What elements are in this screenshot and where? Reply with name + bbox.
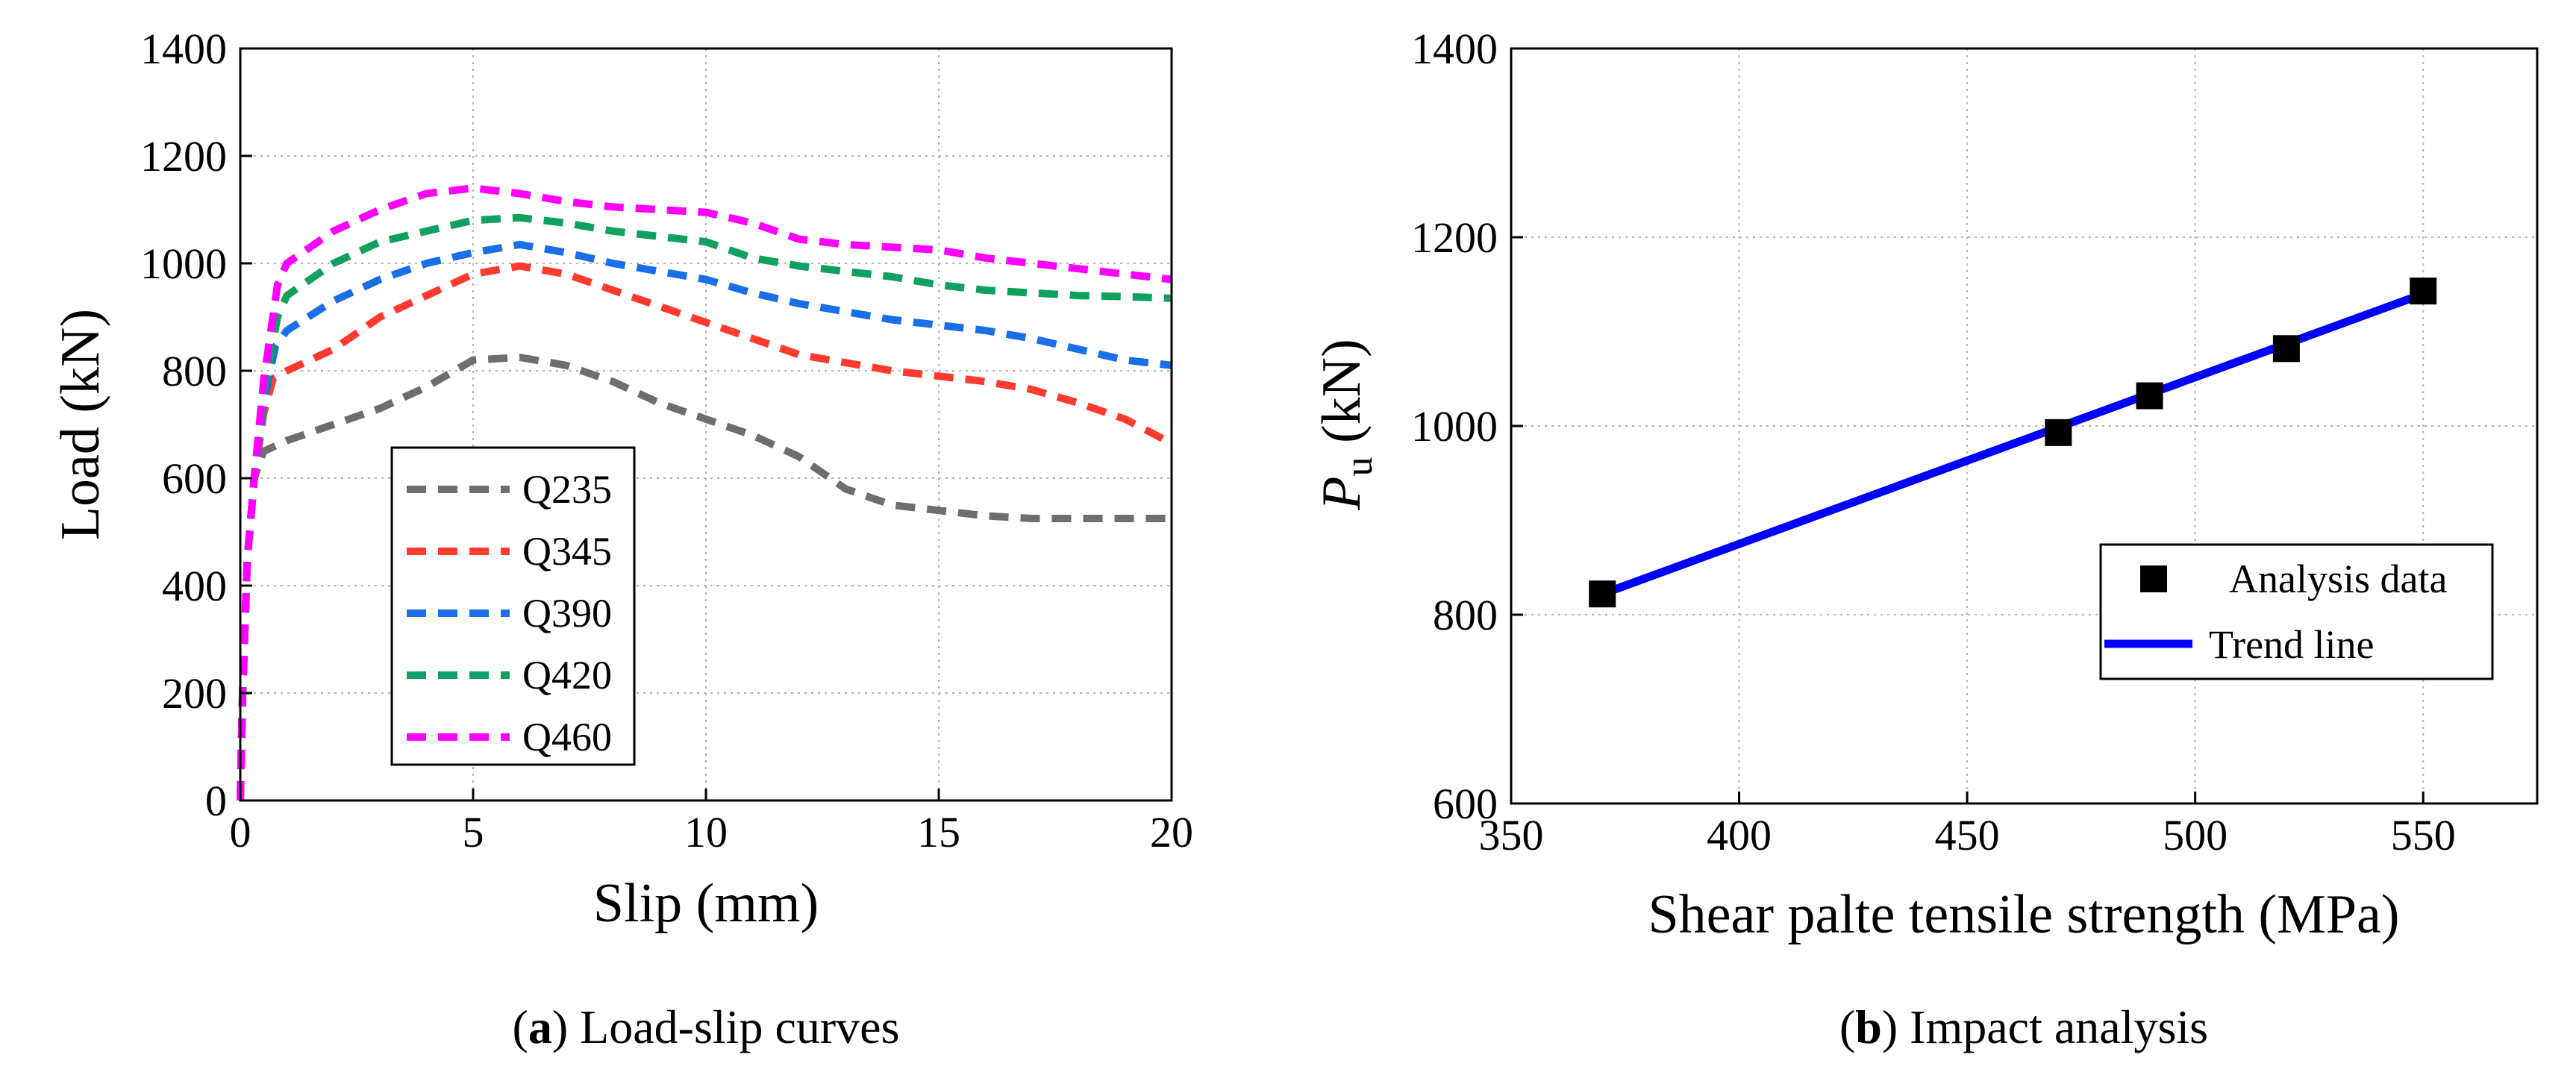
panel-a-grid: [240, 48, 1172, 800]
panel-b-impact: 350 400 450 500 550 600 800 1000 1200 1400 Shear …: [1311, 25, 2539, 1053]
data-point: [1589, 580, 1616, 608]
panel-b-ticks: 350 400 450 500 550 600 800 1000 1200 1400: [1411, 25, 2456, 859]
data-point: [2410, 278, 2437, 305]
panel-b-x-tick-label: 450: [1935, 811, 2000, 859]
panel-a-y-tick-label: 800: [162, 347, 227, 395]
panel-b-x-tick-label: 500: [2163, 811, 2228, 859]
panel-b-x-tick-label: 350: [1479, 811, 1544, 859]
series-line-q460: [237, 184, 1172, 801]
legend-label-analysis-data: Analysis data: [2229, 557, 2447, 601]
series-line-q390: [237, 240, 1172, 801]
panel-b-caption-label: b: [1855, 1000, 1882, 1053]
panel-a-x-tick-label: 5: [463, 808, 484, 856]
panel-a-x-axis-title: Slip (mm): [593, 873, 819, 934]
panel-a-x-tick-label: 0: [230, 808, 251, 856]
panel-a-x-tick-label: 20: [1150, 808, 1193, 856]
legend-label-q420: Q420: [522, 653, 612, 698]
panel-b-caption: (b) Impact analysis: [1839, 1000, 2208, 1053]
panel-a-caption-label: a: [528, 1000, 552, 1053]
panel-b-y-axis-title: Pu (kN): [1311, 339, 1381, 510]
panel-b-series: [1589, 278, 2437, 608]
legend-label-trend-line: Trend line: [2209, 622, 2375, 667]
panel-a-y-tick-label: 1400: [140, 25, 227, 73]
panel-a-y-tick-label: 200: [162, 669, 227, 718]
panel-b-grid: [1511, 48, 2537, 803]
panel-b-y-tick-label: 800: [1433, 591, 1498, 639]
legend-label-q460: Q460: [522, 715, 612, 759]
panel-a-y-axis-title: Load (kN): [50, 309, 111, 540]
panel-a-caption: (a) Load-slip curves: [513, 1000, 900, 1053]
panel-b-y-axis-subscript: u: [1338, 457, 1381, 477]
panel-b-y-tick-label: 1400: [1411, 25, 1498, 73]
panel-a-y-tick-label: 1000: [140, 239, 227, 288]
panel-a-x-tick-label: 10: [684, 808, 728, 856]
panel-b-y-tick-label: 1000: [1411, 402, 1498, 451]
panel-b-legend: Analysis data Trend line: [2099, 543, 2494, 680]
panel-a-y-tick-label: 600: [162, 454, 227, 503]
series-line-q235: [237, 354, 1172, 801]
legend-swatch-analysis-data: [2140, 565, 2167, 592]
legend-label-q345: Q345: [522, 529, 612, 574]
data-point: [2272, 335, 2300, 363]
panel-b-x-axis-title: Shear palte tensile strength (MPa): [1648, 884, 2400, 945]
panel-a-series: [237, 184, 1174, 801]
panel-b-x-tick-label: 400: [1707, 811, 1772, 859]
legend-label-q390: Q390: [522, 591, 612, 636]
panel-a-legend-box: [390, 446, 636, 766]
panel-b-caption-text: Impact analysis: [1910, 1000, 2208, 1053]
panel-a-y-tick-label: 400: [162, 562, 227, 610]
data-point: [2136, 382, 2163, 410]
panel-a-caption-text: Load-slip curves: [580, 1000, 899, 1053]
panel-a-legend: Q235 Q345 Q390 Q420 Q460: [390, 446, 636, 766]
panel-a-y-tick-label: 1200: [140, 132, 227, 181]
panel-b-y-axis-symbol: P: [1311, 477, 1372, 511]
panel-b-y-tick-label: 1200: [1411, 213, 1498, 262]
panel-b-x-tick-label: 550: [2391, 811, 2456, 859]
legend-label-q235: Q235: [522, 467, 612, 512]
panel-b-plot-frame: [1510, 47, 2539, 805]
panel-b-y-tick-label: 600: [1433, 780, 1498, 828]
panel-a-y-tick-label: 0: [205, 777, 227, 825]
data-point: [2045, 419, 2072, 446]
panel-b-y-axis-unit: (kN): [1311, 339, 1372, 457]
panel-a-x-tick-label: 15: [917, 808, 960, 856]
